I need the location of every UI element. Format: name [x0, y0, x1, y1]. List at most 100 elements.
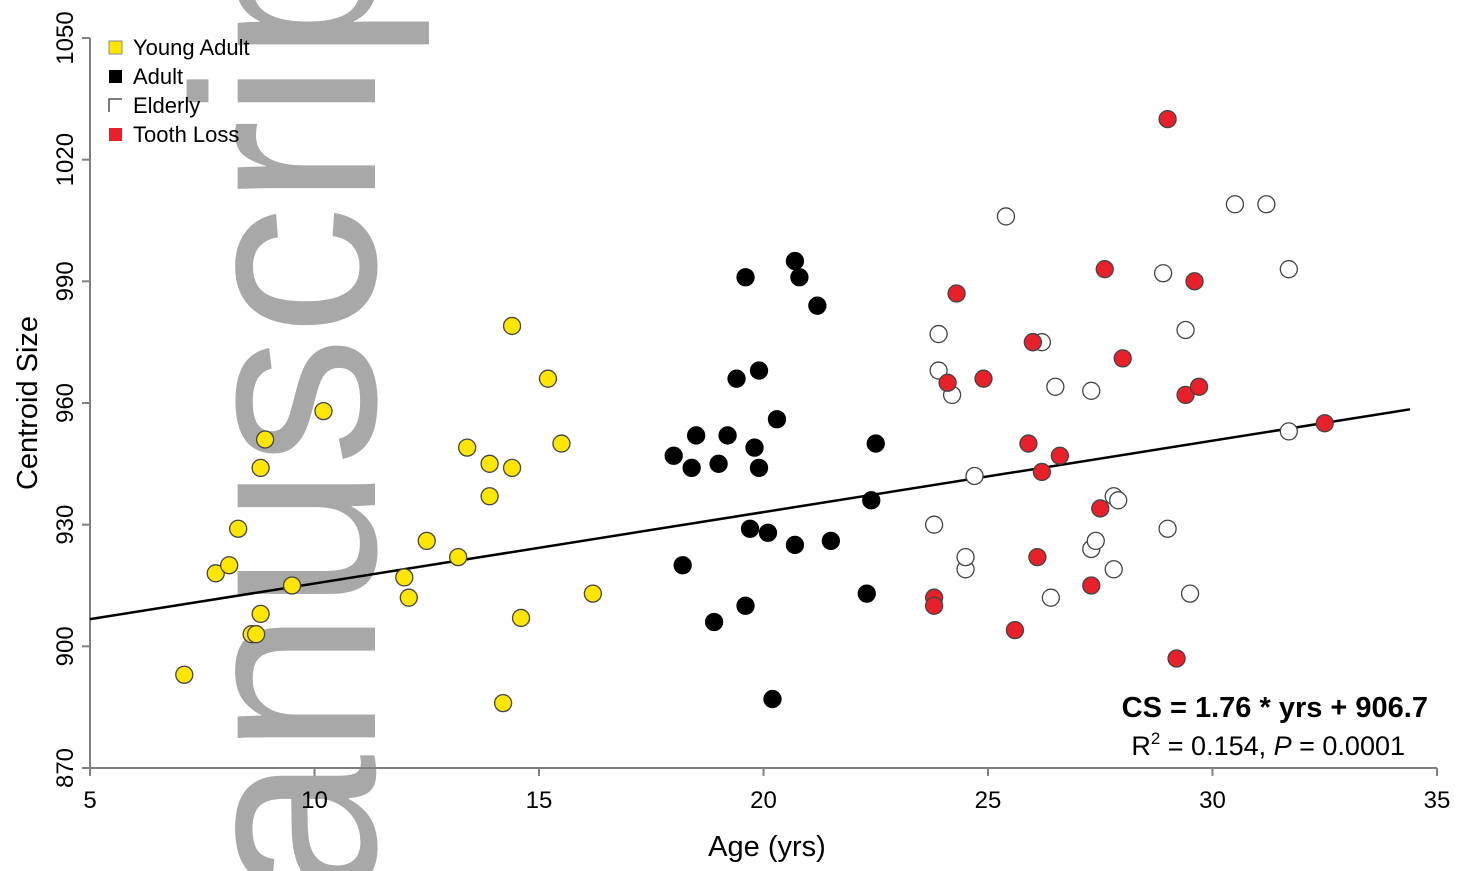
data-point [1032, 462, 1052, 482]
y-tick-label: 1020 [52, 133, 79, 186]
x-tick-label: 20 [750, 787, 777, 814]
watermark: anuscript [141, 0, 432, 871]
series-elderly [924, 195, 1298, 607]
data-point [821, 531, 840, 551]
data-point [924, 515, 944, 534]
data-point [996, 207, 1016, 226]
data-point [664, 446, 683, 465]
data-point [493, 693, 513, 713]
data-point [808, 296, 827, 315]
x-tick-label: 35 [1424, 787, 1451, 814]
data-point [758, 523, 778, 542]
regression-equation: CS = 1.76 * yrs + 906.7 [1122, 692, 1428, 724]
data-point [1104, 560, 1123, 579]
data-point [965, 466, 984, 486]
data-point [924, 596, 944, 615]
data-point [206, 564, 225, 583]
data-point [785, 535, 805, 555]
x-tick-label: 25 [975, 787, 1002, 814]
data-point [395, 568, 414, 587]
data-point [1046, 377, 1065, 396]
data-point [1167, 649, 1186, 668]
data-point [736, 596, 755, 615]
legend-item: Adult [109, 64, 183, 89]
data-point [1082, 381, 1101, 400]
data-point [314, 401, 333, 421]
legend-label: Elderly [133, 93, 200, 118]
data-point [480, 454, 499, 473]
data-point [1185, 272, 1204, 291]
data-point [1005, 620, 1025, 640]
data-point [929, 324, 948, 344]
data-point [866, 434, 885, 453]
data-point [763, 689, 782, 709]
series-young-adult [175, 316, 603, 713]
data-point [718, 426, 737, 445]
legend-item: Elderly [108, 93, 200, 118]
y-tick-label: 990 [52, 261, 79, 301]
data-point [1091, 499, 1110, 518]
data-point [736, 268, 755, 287]
data-point [1050, 446, 1069, 465]
data-point [1279, 260, 1298, 279]
data-point [1028, 547, 1047, 567]
x-tick-label: 15 [526, 787, 553, 814]
data-point [1095, 260, 1114, 279]
data-point [1158, 109, 1177, 129]
data-point [1113, 349, 1132, 368]
y-tick-label: 870 [52, 748, 79, 788]
data-point [1041, 588, 1061, 607]
legend-label: Adult [133, 64, 183, 89]
data-point [220, 556, 239, 575]
legend: Young Adult Adult Elderly Tooth Loss [108, 35, 250, 147]
legend-label: Young Adult [133, 35, 250, 60]
x-axis-title: Age (yrs) [708, 831, 826, 863]
data-point [502, 316, 522, 336]
regression-line [89, 408, 1411, 621]
data-point [1019, 434, 1038, 453]
data-point [974, 369, 993, 388]
data-point [947, 284, 966, 303]
data-point [862, 491, 881, 510]
legend-swatch [108, 98, 122, 112]
legend-swatch [109, 70, 122, 83]
x-tick-label: 5 [83, 787, 96, 814]
data-point [1023, 333, 1043, 352]
legend-item: Tooth Loss [109, 122, 239, 147]
stats-p: P [1274, 731, 1292, 761]
data-point [745, 438, 764, 457]
data-point [740, 519, 760, 538]
regression-stats: R2 = 0.154, P = 0.0001 [1131, 729, 1405, 761]
data-point [175, 665, 194, 684]
data-point [704, 612, 724, 632]
data-point [458, 438, 477, 457]
data-point [1225, 195, 1245, 214]
data-point [251, 458, 270, 478]
data-point [1153, 264, 1173, 283]
data-point [246, 625, 266, 644]
data-points [175, 109, 1334, 713]
data-point [749, 361, 769, 380]
data-point [749, 458, 769, 478]
data-point [1176, 385, 1195, 405]
data-point [583, 584, 603, 603]
data-point [552, 434, 571, 453]
data-point [956, 547, 975, 567]
data-point [1082, 576, 1101, 595]
x-tick-label: 10 [301, 787, 328, 814]
y-ticks: 870 900 930 960 990 1020 1050 [52, 11, 90, 788]
stats-r-superscript: 2 [1151, 729, 1160, 748]
stats-p-value: = 0.0001 [1292, 731, 1405, 761]
stats-r: R [1131, 731, 1151, 761]
data-point [727, 369, 746, 388]
data-point [709, 454, 728, 473]
legend-swatch [109, 128, 122, 141]
data-point [1158, 519, 1177, 538]
y-tick-label: 1050 [52, 11, 79, 64]
y-axis-title: Centroid Size [12, 316, 44, 490]
data-point [480, 487, 499, 506]
data-point [767, 410, 787, 429]
data-point [1086, 531, 1105, 551]
data-point [857, 584, 876, 603]
regression-line-path [89, 408, 1411, 621]
